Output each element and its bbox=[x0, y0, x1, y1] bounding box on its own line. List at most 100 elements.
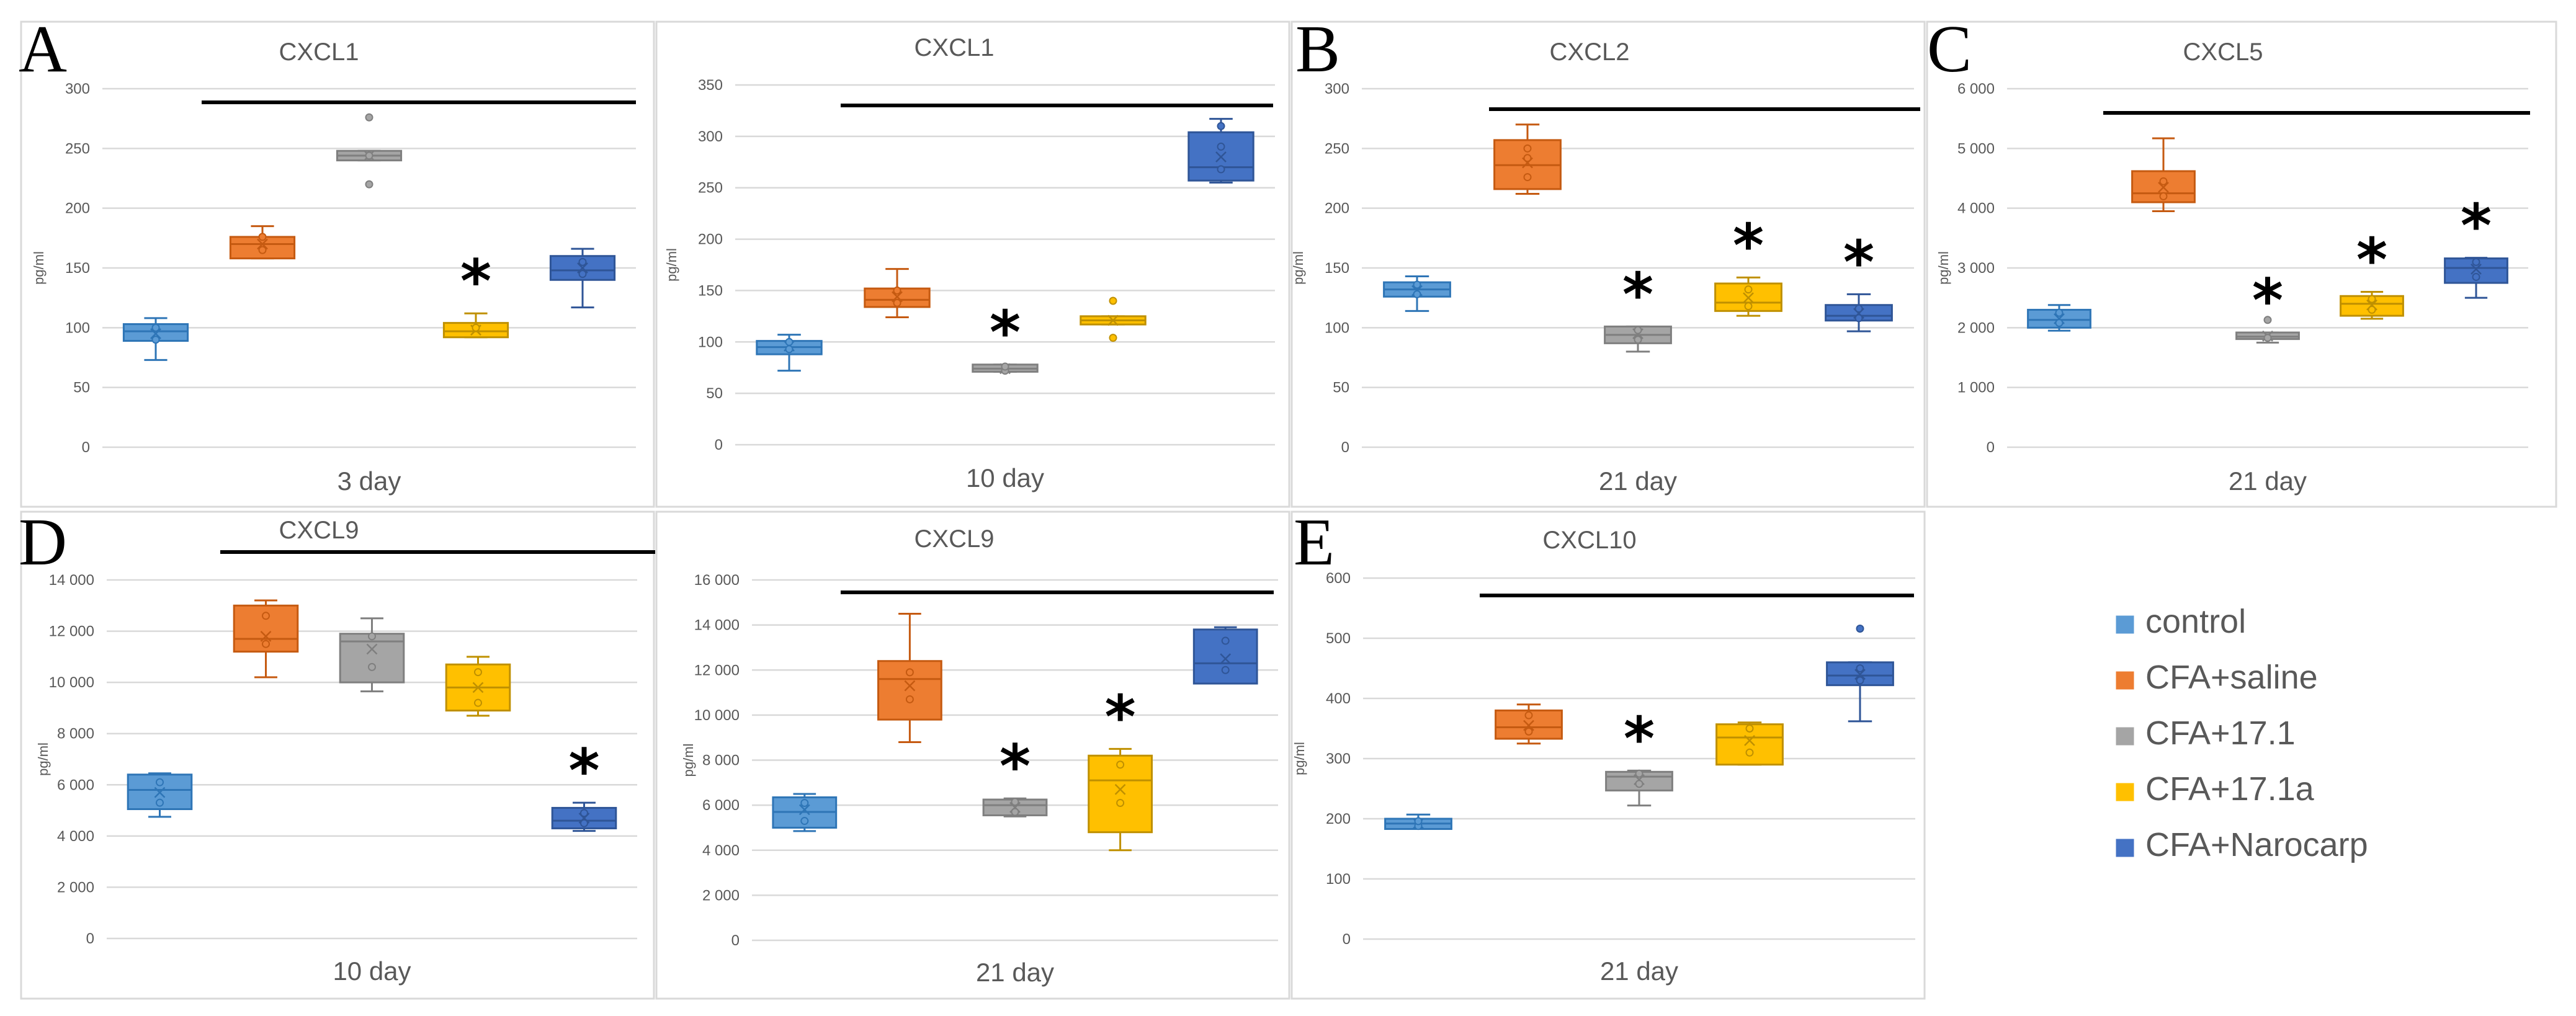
mean-marker bbox=[1215, 151, 1227, 163]
y-tick-label: 12 000 bbox=[694, 662, 740, 679]
data-point bbox=[580, 819, 588, 827]
data-point bbox=[2368, 305, 2376, 314]
data-point bbox=[1524, 711, 1533, 720]
y-tick-label: 2 000 bbox=[57, 879, 94, 896]
y-tick-label: 500 bbox=[1326, 630, 1351, 647]
data-point bbox=[2263, 334, 2272, 342]
y-tick-label: 0 bbox=[1341, 439, 1349, 456]
y-tick-label: 4 000 bbox=[1957, 200, 1995, 217]
significance-star: * bbox=[1104, 682, 1135, 752]
data-point bbox=[1856, 624, 1864, 633]
y-tick-label: 0 bbox=[82, 439, 90, 456]
y-tick-label: 10 000 bbox=[694, 707, 740, 724]
y-tick-label: 150 bbox=[65, 260, 90, 277]
chart-panel-2: 0 50 100 150 200 250 300 350 pg/ml CXCL1 10 day * bbox=[655, 20, 1290, 508]
data-point bbox=[156, 778, 164, 787]
significance-star: * bbox=[460, 247, 491, 316]
chart-panel-4: 0 1 000 2 000 3 000 4 000 5 000 6 000 pg/ml CXCL… bbox=[1926, 12, 2557, 508]
significance-star: * bbox=[1000, 732, 1031, 801]
data-point bbox=[905, 668, 914, 677]
data-point bbox=[2159, 177, 2168, 185]
chart-panel-7: 0 100 200 300 400 500 600 pg/ml CXCL10 21 day E * bbox=[1290, 506, 1926, 1000]
data-point bbox=[472, 323, 480, 332]
box-control bbox=[1383, 275, 1451, 312]
y-axis-label: pg/ml bbox=[35, 742, 51, 776]
data-point bbox=[2055, 308, 2064, 317]
box-cfa-17-1a bbox=[1080, 296, 1147, 342]
chart-title: CXCL1 bbox=[279, 38, 359, 66]
data-point bbox=[2263, 316, 2272, 324]
legend-item: CFA+17.1 bbox=[2115, 715, 2296, 752]
chart-title: CXCL2 bbox=[1550, 38, 1630, 66]
data-point bbox=[578, 257, 587, 266]
y-tick-label: 0 bbox=[1343, 931, 1351, 948]
box-cfa-narocarp bbox=[1192, 626, 1258, 685]
data-point bbox=[1524, 727, 1533, 736]
mean-marker bbox=[798, 804, 810, 816]
box-cfa-narocarp bbox=[1826, 624, 1894, 723]
y-tick-label: 200 bbox=[65, 200, 90, 217]
chart-title: CXCL9 bbox=[279, 517, 359, 544]
significance-star: * bbox=[990, 298, 1021, 368]
data-point bbox=[365, 180, 373, 189]
legend: control CFA+saline CFA+17.1 CFA+17.1a CFA+Na… bbox=[2115, 603, 2368, 863]
box-cfa-narocarp: * bbox=[551, 736, 617, 832]
legend-label: CFA+saline bbox=[2145, 659, 2318, 696]
panel-letter: B bbox=[1295, 12, 1340, 86]
x-category-label: 10 day bbox=[966, 463, 1044, 492]
mean-marker bbox=[260, 630, 272, 642]
y-tick-label: 6 000 bbox=[57, 777, 94, 793]
box-cfa-17-1a: * bbox=[1714, 211, 1782, 317]
chart-panel-1: 0 50 100 150 200 250 300 pg/ml CXCL1 3 day A * bbox=[19, 12, 655, 508]
mean-marker bbox=[257, 238, 268, 250]
data-point bbox=[785, 345, 794, 354]
panel-frame bbox=[1290, 20, 1926, 508]
data-point bbox=[1856, 664, 1864, 672]
data-point bbox=[1634, 336, 1642, 344]
box-cfa-17-1: * bbox=[972, 298, 1039, 375]
box-cfa-saline bbox=[877, 612, 942, 743]
mean-marker bbox=[1523, 720, 1534, 731]
data-point bbox=[1221, 666, 1230, 674]
x-category-label: 21 day bbox=[1599, 466, 1677, 496]
y-tick-label: 250 bbox=[1325, 140, 1349, 157]
data-point bbox=[258, 246, 267, 254]
data-point bbox=[1854, 314, 1863, 323]
data-point bbox=[893, 298, 901, 307]
legend-swatch bbox=[2115, 782, 2135, 802]
data-point bbox=[1635, 780, 1644, 788]
mean-marker bbox=[1220, 653, 1232, 664]
legend-item: control bbox=[2115, 603, 2246, 640]
data-point bbox=[1523, 173, 1532, 182]
y-tick-label: 0 bbox=[86, 930, 94, 947]
significance-star: * bbox=[568, 736, 599, 806]
data-point bbox=[1523, 154, 1532, 163]
y-axis-label: pg/ml bbox=[681, 744, 696, 777]
y-tick-label: 100 bbox=[698, 334, 723, 350]
data-point bbox=[1217, 165, 1225, 174]
data-point bbox=[1116, 760, 1125, 769]
data-point bbox=[1116, 798, 1125, 807]
mean-marker bbox=[154, 787, 166, 798]
chart-panel-5: 0 2 000 4 000 6 000 8 000 10 000 12 000 14 000 p… bbox=[19, 506, 655, 1000]
significance-star: * bbox=[1622, 260, 1653, 329]
chart-panel-3: 0 50 100 150 200 250 300 pg/ml CXCL2 21 day B * * * bbox=[1290, 12, 1926, 508]
data-point bbox=[1856, 676, 1864, 685]
y-tick-label: 200 bbox=[1325, 200, 1349, 217]
box-control bbox=[1384, 813, 1452, 831]
y-tick-label: 350 bbox=[698, 77, 723, 94]
box-cfa-17-1: * bbox=[1605, 704, 1673, 807]
data-point bbox=[365, 151, 373, 160]
data-point bbox=[1109, 296, 1117, 305]
y-tick-label: 50 bbox=[73, 380, 90, 396]
mean-marker bbox=[904, 680, 916, 692]
y-tick-label: 400 bbox=[1326, 690, 1351, 707]
box-control bbox=[2027, 304, 2091, 332]
y-tick-label: 2 000 bbox=[1957, 319, 1995, 336]
box-cfa-narocarp bbox=[1187, 118, 1254, 184]
x-category-label: 21 day bbox=[1600, 956, 1678, 986]
data-point bbox=[2368, 295, 2376, 303]
y-axis-label: pg/ml bbox=[31, 251, 47, 285]
data-point bbox=[1011, 798, 1019, 806]
box-cfa-saline bbox=[1495, 703, 1563, 745]
